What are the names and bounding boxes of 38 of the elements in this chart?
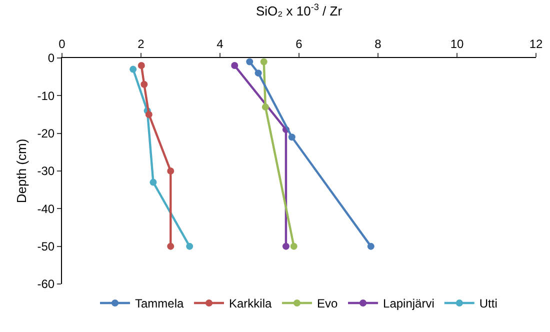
y-tick-label: 0 (48, 51, 55, 66)
point (130, 66, 137, 73)
x-tick-label: 2 (138, 37, 145, 52)
x-tick-label: 0 (58, 37, 66, 52)
x-tick-label: 4 (216, 37, 224, 52)
legend-label: Tammela (135, 296, 184, 311)
point (260, 58, 268, 66)
y-tick-label: -60 (37, 277, 55, 292)
x-tick-label: 10 (450, 37, 464, 52)
point (186, 242, 194, 250)
y-axis-title: Depth (cm) (14, 138, 29, 204)
y-tick-label: -50 (37, 240, 55, 254)
point (288, 134, 296, 141)
point (167, 242, 174, 250)
point (167, 168, 174, 174)
x-tick-label: 6 (296, 37, 303, 52)
x-tick-label: 12 (529, 37, 543, 52)
point (140, 80, 148, 88)
legend-label: Evo (317, 296, 338, 311)
point (145, 111, 152, 118)
y-tick-label: -40 (37, 202, 55, 216)
point (367, 242, 374, 250)
point (150, 178, 157, 186)
x-tick-label: 8 (374, 37, 382, 52)
point (246, 58, 254, 66)
legend-label: Utti (479, 296, 498, 311)
point (138, 62, 145, 70)
x-axis-title: SiO₂ x 10$^{-3}$ / Zr (256, 2, 343, 18)
legend-label: Lapinjärvi (383, 296, 434, 311)
point (290, 242, 298, 250)
y-tick-label: -10 (37, 88, 55, 103)
y-tick-label: -20 (37, 126, 55, 141)
y-tick-label: -30 (37, 164, 55, 178)
legend-label: Karkkila (229, 296, 272, 311)
point (282, 242, 290, 250)
point (231, 62, 238, 70)
point (262, 103, 269, 110)
point (254, 70, 262, 77)
